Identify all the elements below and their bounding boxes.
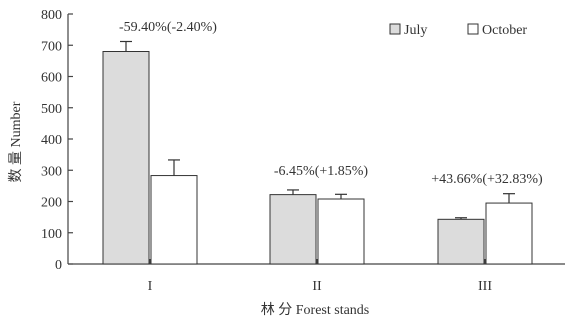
y-tick-label: 200 xyxy=(41,196,62,211)
legend-swatch-october xyxy=(467,23,479,35)
legend: July October xyxy=(389,23,527,38)
x-axis-label: 林 分 Forest stands xyxy=(261,302,370,318)
bar-october-ii xyxy=(317,198,365,265)
x-ticks: I II III xyxy=(148,259,492,294)
y-tick-label: 700 xyxy=(41,39,62,54)
y-tick-label: 100 xyxy=(41,227,62,242)
y-tick-label: 300 xyxy=(41,164,62,179)
y-ticks: 0 100 200 300 400 500 600 700 800 xyxy=(41,8,73,273)
bar-october-iii xyxy=(485,202,533,265)
x-tick-label: I xyxy=(148,279,153,294)
annotations: -59.40%(-2.40%) -6.45%(+1.85%) +43.66%(+32… xyxy=(119,20,543,187)
bars xyxy=(102,40,533,265)
y-axis-label: 数 量 Number xyxy=(8,101,24,182)
y-tick-label: 600 xyxy=(41,71,62,86)
bar-july-iii xyxy=(437,218,485,265)
legend-label-october: October xyxy=(482,23,527,38)
legend-swatch-july xyxy=(389,23,401,35)
y-tick-label: 0 xyxy=(55,258,62,273)
percent-change-annotation: +43.66%(+32.83%) xyxy=(431,172,543,187)
bar-october-i xyxy=(150,175,198,265)
percent-change-annotation: -6.45%(+1.85%) xyxy=(274,164,369,179)
x-tick-label: II xyxy=(312,279,322,294)
legend-label-july: July xyxy=(404,23,427,38)
x-tick-label: III xyxy=(478,279,492,294)
y-tick-label: 400 xyxy=(41,133,62,148)
bar-july-i xyxy=(102,51,150,265)
percent-change-annotation: -59.40%(-2.40%) xyxy=(119,20,217,35)
y-tick-label: 800 xyxy=(41,8,62,23)
bar-july-ii xyxy=(269,194,317,265)
y-tick-label: 500 xyxy=(41,102,62,117)
